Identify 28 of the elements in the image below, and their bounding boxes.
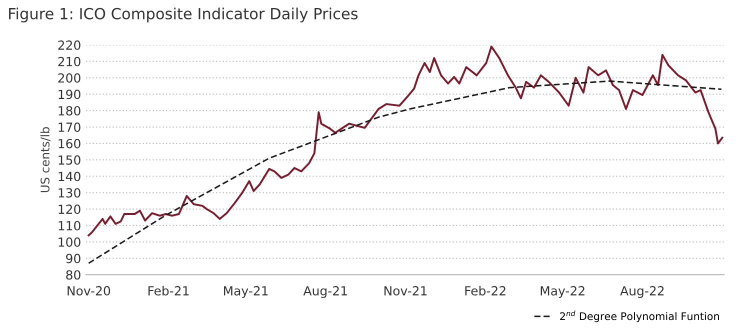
y-tick-label: 90 bbox=[66, 254, 80, 264]
line-series bbox=[88, 46, 724, 236]
y-tick-label: 100 bbox=[58, 237, 80, 247]
x-tick-label: Nov-20 bbox=[68, 286, 110, 296]
y-tick-label: 190 bbox=[58, 90, 80, 100]
chart-title: Figure 1: ICO Composite Indicator Daily Prices bbox=[9, 8, 358, 22]
legend-label: 2$^{nd}$ Degree Polynomial Funtion bbox=[560, 310, 719, 322]
y-tick-label: 80 bbox=[66, 270, 80, 280]
x-tick-label: Feb-21 bbox=[148, 286, 189, 296]
y-tick-label: 150 bbox=[58, 155, 80, 165]
y-tick-label: 200 bbox=[58, 73, 80, 83]
x-tick-label: May-21 bbox=[224, 286, 268, 298]
y-tick-label: 160 bbox=[58, 138, 80, 148]
x-tick-label: Aug-22 bbox=[620, 286, 664, 298]
line-series bbox=[88, 80, 722, 264]
y-axis-title: US cents/lb bbox=[40, 127, 50, 192]
y-tick-label: 110 bbox=[58, 220, 80, 230]
x-tick-label: Nov-21 bbox=[384, 286, 427, 296]
y-tick-label: 120 bbox=[58, 204, 80, 214]
x-tick-label: Feb-22 bbox=[465, 286, 506, 296]
y-tick-label: 220 bbox=[58, 40, 80, 50]
x-tick-label: May-22 bbox=[540, 286, 584, 298]
y-tick-label: 170 bbox=[58, 122, 80, 132]
x-tick-label: Aug-21 bbox=[303, 286, 347, 298]
y-tick-label: 130 bbox=[58, 188, 80, 198]
y-tick-label: 180 bbox=[58, 106, 80, 116]
y-tick-label: 210 bbox=[58, 56, 80, 66]
y-tick-label: 140 bbox=[58, 172, 80, 182]
